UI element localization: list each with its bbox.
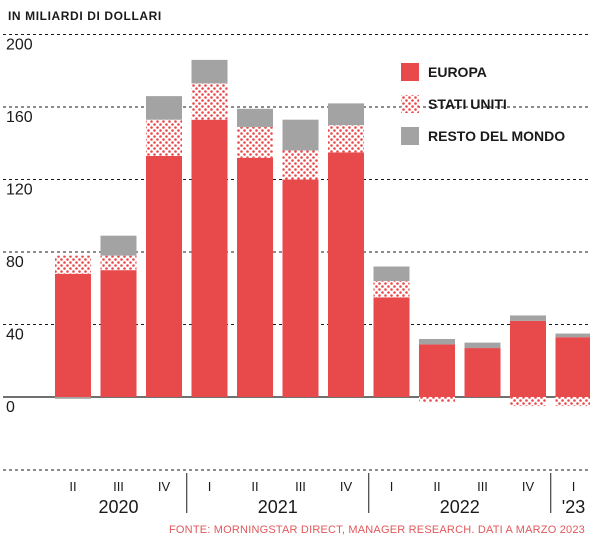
x-tick-label: IV [158, 479, 171, 494]
year-label: 2022 [440, 497, 480, 517]
bars [55, 59, 590, 407]
year-label: 2020 [98, 497, 138, 517]
bar-segment-stati-uniti [282, 150, 319, 180]
bar-segment-resto-del-mondo [419, 339, 455, 345]
bar-segment-resto-del-mondo [328, 103, 364, 126]
bar-segment-stati-uniti [100, 255, 137, 271]
bar-segment-resto-del-mondo [373, 266, 410, 281]
legend-label: EUROPA [428, 64, 487, 80]
bar-segment-stati-uniti [328, 125, 364, 153]
unit-label: IN MILIARDI DI DOLLARI [8, 9, 162, 23]
bar-segment-resto-del-mondo [100, 235, 137, 256]
bar-segment-resto-del-mondo [464, 342, 501, 349]
bar-segment-resto-del-mondo [510, 315, 546, 321]
bar-segment-europa [464, 348, 501, 397]
x-tick-label: II [433, 479, 440, 494]
x-tick-label: I [208, 479, 212, 494]
bar-segment-europa [282, 179, 319, 397]
bar-segment-europa [146, 155, 182, 397]
bar-segment-stati-uniti [146, 119, 182, 156]
bar-segment-stati-uniti [419, 397, 455, 403]
x-tick-label: III [113, 479, 124, 494]
y-tick-label: 40 [6, 327, 24, 344]
bar-segment-resto-del-mondo [191, 59, 228, 84]
legend: EUROPA STATI UNITI RESTO DEL MONDO [401, 63, 565, 145]
bar-segment-stati-uniti [373, 281, 410, 298]
bar-segment-europa [328, 152, 364, 397]
bar-segment-resto-del-mondo [55, 397, 91, 399]
y-tick-label: 160 [6, 109, 33, 126]
bar-segment-europa [555, 337, 590, 397]
x-tick-label: III [295, 479, 306, 494]
bar-segment-europa [237, 157, 273, 397]
legend-label: STATI UNITI [428, 96, 507, 112]
bar-segment-stati-uniti [55, 255, 91, 274]
bar-segment-europa [419, 344, 455, 397]
bar-segment-resto-del-mondo [282, 119, 319, 151]
x-tick-label: I [572, 479, 576, 494]
legend-label: RESTO DEL MONDO [428, 128, 565, 144]
bar-segment-europa [191, 119, 228, 397]
legend-swatch [401, 63, 419, 81]
x-tick-label: I [390, 479, 394, 494]
bar-segment-europa [100, 270, 137, 397]
bar-segment-resto-del-mondo [146, 96, 182, 120]
y-tick-label: 80 [6, 254, 24, 271]
y-tick-label: 200 [6, 37, 33, 54]
bar-segment-resto-del-mondo [237, 108, 273, 127]
bar-segment-resto-del-mondo [555, 333, 590, 338]
bar-segment-stati-uniti [191, 83, 228, 120]
x-tick-label: III [477, 479, 488, 494]
x-tick-label: IV [522, 479, 535, 494]
bar-segment-stati-uniti [510, 397, 546, 407]
year-label: 2021 [258, 497, 298, 517]
x-tick-label: II [69, 479, 76, 494]
bar-segment-europa [373, 297, 410, 397]
x-tick-label: IV [340, 479, 353, 494]
x-tick-label: II [251, 479, 258, 494]
year-label: '23 [562, 497, 585, 517]
legend-swatch [401, 127, 419, 145]
bar-segment-europa [510, 320, 546, 397]
legend-swatch [401, 95, 419, 113]
y-tick-label: 120 [6, 182, 33, 199]
bar-segment-stati-uniti [237, 126, 273, 158]
bar-segment-europa [55, 273, 91, 397]
source-note: FONTE: MORNINGSTAR DIRECT, MANAGER RESEA… [169, 524, 585, 536]
y-tick-label: 0 [6, 399, 15, 416]
bar-segment-stati-uniti [555, 397, 590, 407]
